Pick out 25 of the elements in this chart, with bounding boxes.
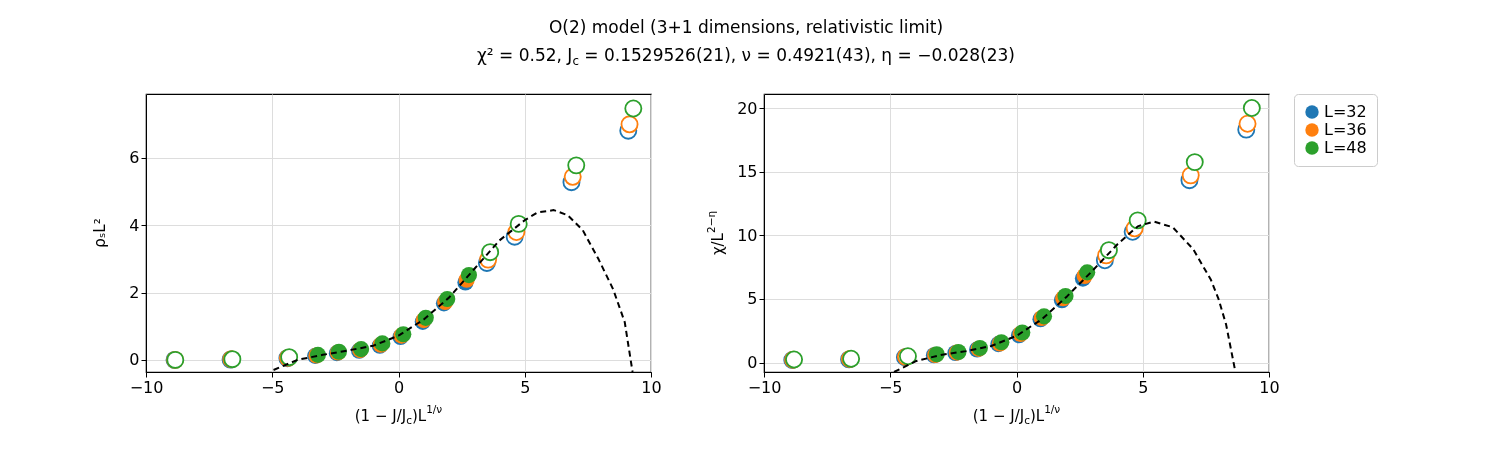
x-tick-label: 10 [1259, 377, 1280, 397]
y-tick-label: 4 [129, 215, 140, 235]
x-tick-label: −10 [129, 377, 164, 397]
x-tick-label: −10 [747, 377, 782, 397]
x-tick-label: 10 [641, 377, 662, 397]
legend-label: L=36 [1324, 120, 1367, 139]
y-tick-label: 5 [747, 289, 758, 309]
y-tick-label: 0 [129, 350, 140, 370]
y-tick-label: 10 [737, 225, 758, 245]
y-axis-title: χ/L2−η [704, 210, 727, 256]
legend-label: L=32 [1324, 102, 1367, 121]
x-tick-label: 0 [393, 377, 405, 397]
y-tick-label: 0 [747, 353, 758, 373]
y-tick-label: 6 [129, 148, 140, 168]
x-tick-label: 0 [1011, 377, 1023, 397]
y-tick-label: 20 [737, 98, 758, 118]
text: O(2) model (3+1 dimensions, relativistic limit) [548, 17, 944, 37]
y-axis-title: ρₛL² [91, 218, 109, 248]
y-tick-label: 2 [129, 283, 140, 303]
x-tick-label: −5 [260, 377, 285, 397]
legend-label: L=48 [1324, 138, 1367, 157]
x-tick-label: 5 [1138, 377, 1149, 397]
x-tick-label: 5 [520, 377, 531, 397]
x-tick-label: −5 [878, 377, 903, 397]
y-tick-label: 15 [737, 162, 758, 182]
